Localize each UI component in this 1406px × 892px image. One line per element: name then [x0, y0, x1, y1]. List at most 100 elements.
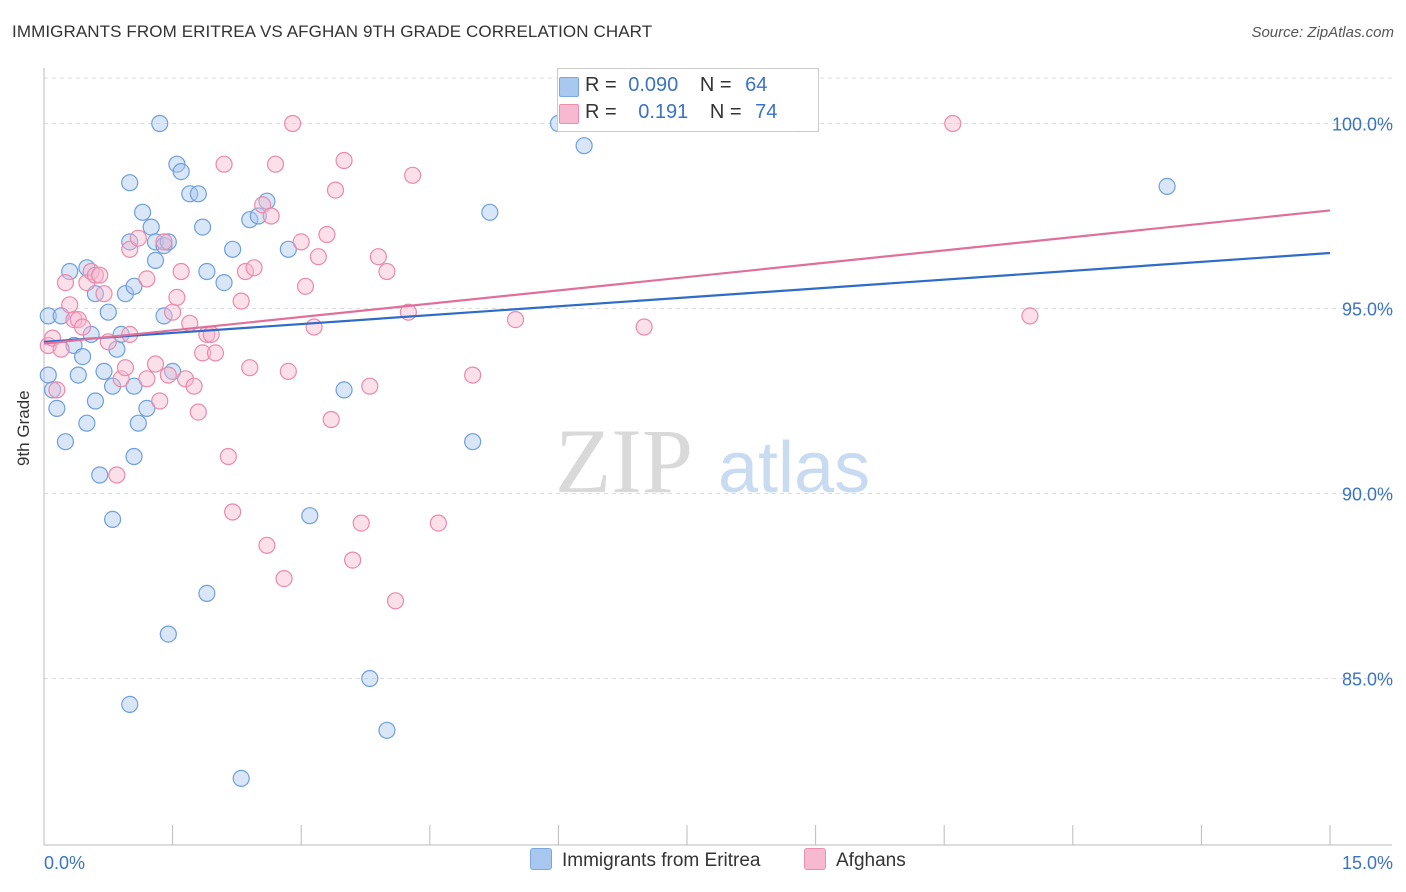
eritrea-point [481, 203, 499, 221]
legend-item-afghans: Afghans [804, 848, 906, 872]
afghan-point [232, 292, 250, 310]
afghan-point [258, 536, 276, 554]
eritrea-point [39, 307, 57, 325]
eritrea-point [99, 303, 117, 321]
afghan-point [284, 114, 302, 133]
afghan-point [56, 274, 75, 292]
legend-item-eritrea: Immigrants from Eritrea [530, 848, 760, 872]
afghan-point [61, 296, 79, 314]
eritrea-point [159, 625, 177, 643]
afghan-point [236, 262, 255, 281]
eritrea-point [78, 414, 96, 432]
legend-swatch-eritrea [559, 77, 579, 97]
legend-n-value: 64 [745, 74, 768, 96]
afghan-point [172, 262, 190, 281]
eritrea-point [142, 218, 160, 236]
series-legend: Immigrants from Eritrea Afghans [0, 848, 1406, 880]
y-axis-label: 9th Grade [14, 390, 33, 466]
eritrea-point [241, 211, 259, 229]
afghan-point [185, 377, 203, 395]
afghan-point [352, 514, 370, 532]
eritrea-point [125, 447, 143, 466]
afghan-point [206, 344, 225, 362]
legend-n-label: N = [699, 74, 732, 96]
afghan-point [292, 233, 310, 251]
afghan-point [138, 270, 156, 288]
afghan-point [322, 410, 340, 429]
afghan-point [262, 207, 280, 225]
afghan-point [506, 311, 525, 329]
afghan-point [944, 114, 962, 133]
legend-row-afghans: R = 0.191 N = 74 [559, 101, 778, 127]
eritrea-point [56, 433, 75, 451]
afghan-point [108, 466, 126, 484]
afghan-point [189, 403, 207, 421]
eritrea-point [301, 507, 319, 525]
afghan-point [194, 344, 212, 362]
afghan-point [1021, 307, 1039, 325]
eritrea-point [198, 262, 216, 281]
eritrea-point [95, 362, 113, 380]
afghan-point [48, 381, 66, 399]
afghan-point [378, 262, 396, 281]
afghan-trend-line [43, 209, 1331, 345]
afghan-point [91, 266, 109, 284]
afghan-point [116, 359, 135, 377]
afghan-point [361, 377, 379, 395]
eritrea-point [69, 366, 87, 384]
y-tick-label: 90.0% [1342, 485, 1393, 505]
afghan-point [275, 569, 293, 588]
afghan-point [279, 362, 297, 380]
eritrea-point [189, 185, 207, 203]
y-tick-label: 100.0% [1332, 115, 1393, 135]
watermark: ZIP atlas [555, 410, 870, 512]
eritrea-point [249, 207, 267, 225]
afghan-point [309, 248, 327, 266]
legend-r-value: 0.090 [628, 74, 679, 96]
eritrea-point [103, 510, 122, 529]
afghan-point [95, 285, 113, 303]
eritrea-point [378, 721, 396, 739]
legend-n-label: N = [709, 101, 742, 123]
afghan-point [138, 370, 156, 388]
eritrea-point [159, 233, 177, 251]
afghan-point [344, 551, 362, 569]
eritrea-point [121, 174, 139, 192]
eritrea-point [151, 114, 169, 133]
eritrea-point [86, 392, 105, 410]
y-tick-label: 95.0% [1342, 300, 1393, 320]
eritrea-point [194, 218, 212, 236]
afghan-point [146, 355, 165, 373]
data-points [39, 114, 1176, 788]
eritrea-point [198, 584, 216, 603]
afghan-point [335, 151, 353, 170]
eritrea-point [335, 381, 353, 399]
afghan-point [266, 155, 285, 173]
afghan-point [326, 181, 345, 199]
eritrea-trend-line [43, 251, 1331, 343]
stats-legend: R = 0.090 N = 64 R = 0.191 N = 74 [557, 68, 819, 132]
afghan-point [635, 318, 653, 336]
afghan-point [159, 366, 177, 384]
eritrea-point [224, 240, 242, 258]
legend-row-eritrea: R = 0.090 N = 64 [559, 74, 768, 100]
eritrea-point [129, 414, 147, 432]
eritrea-point [575, 137, 593, 155]
legend-swatch-afghans [559, 104, 579, 124]
afghan-point [318, 225, 336, 244]
legend-n-value: 74 [755, 101, 778, 123]
eritrea-point [91, 466, 109, 484]
legend-label-afghans: Afghans [836, 850, 906, 872]
eritrea-point [43, 381, 62, 399]
eritrea-point [133, 203, 152, 221]
x-tick-label: 0.0% [44, 853, 85, 873]
legend-r-value: 0.191 [638, 101, 689, 123]
eritrea-point [215, 274, 233, 292]
y-tick-label: 85.0% [1342, 670, 1393, 690]
chart-title: IMMIGRANTS FROM ERITREA VS AFGHAN 9TH GR… [12, 22, 653, 41]
afghan-point [73, 318, 92, 336]
afghan-point [245, 259, 263, 277]
afghan-point [464, 366, 482, 384]
eritrea-point [232, 769, 250, 788]
eritrea-point [125, 277, 143, 295]
